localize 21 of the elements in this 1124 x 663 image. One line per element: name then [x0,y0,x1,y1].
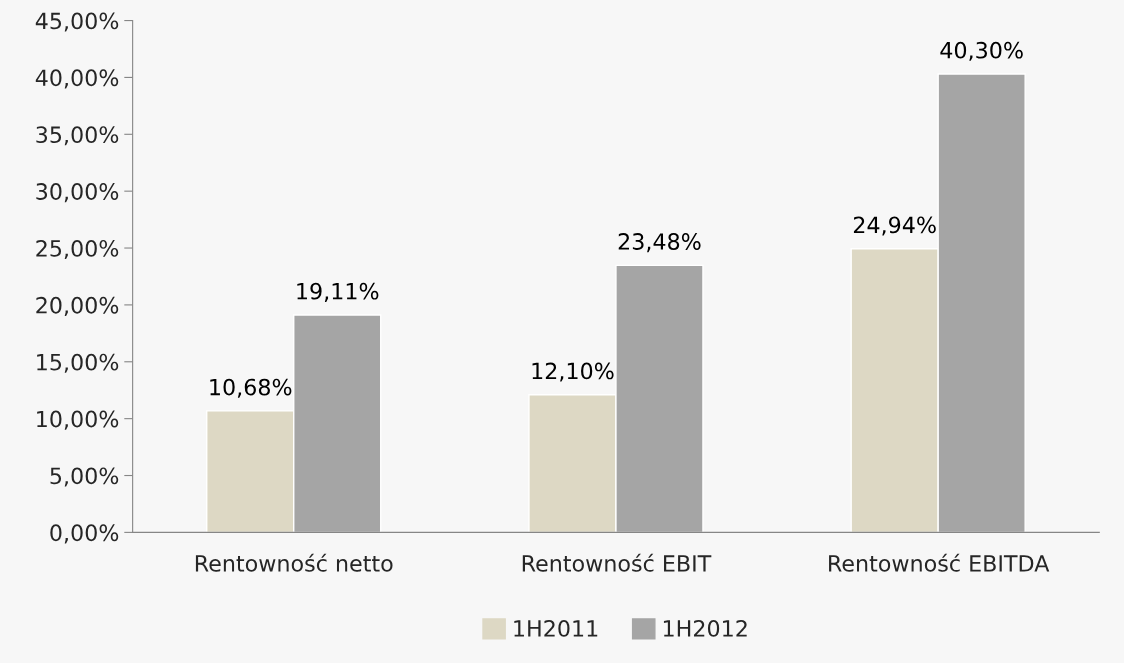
x-tick-label: Rentowność EBITDA [829,553,1050,572]
x-tick-label: Rentowność EBIT [522,553,712,572]
y-tick-label: 10,00% [37,410,119,430]
y-tick-label: 20,00% [36,296,119,316]
data-label: 23,48% [618,233,701,253]
y-tick-label: 45,00% [35,12,119,32]
legend-label: 1H2012 [663,619,747,637]
y-tick-label: 0,00% [50,524,119,544]
data-label: 40,30% [940,41,1023,61]
legend-label: 1H2011 [514,619,598,637]
y-tick-label: 35,00% [36,126,119,146]
data-label: 24,94% [853,216,936,236]
y-tick-label: 15,00% [37,353,119,373]
data-label: 12,10% [532,362,614,382]
data-label: 19,11% [297,282,379,302]
y-tick-label: 40,00% [35,69,119,89]
y-tick-label: 30,00% [36,183,119,203]
data-label: 10,68% [210,378,292,398]
y-tick-label: 5,00% [50,467,119,487]
x-tick-label: Rentowność netto [195,553,393,572]
y-tick-label: 25,00% [36,239,119,260]
